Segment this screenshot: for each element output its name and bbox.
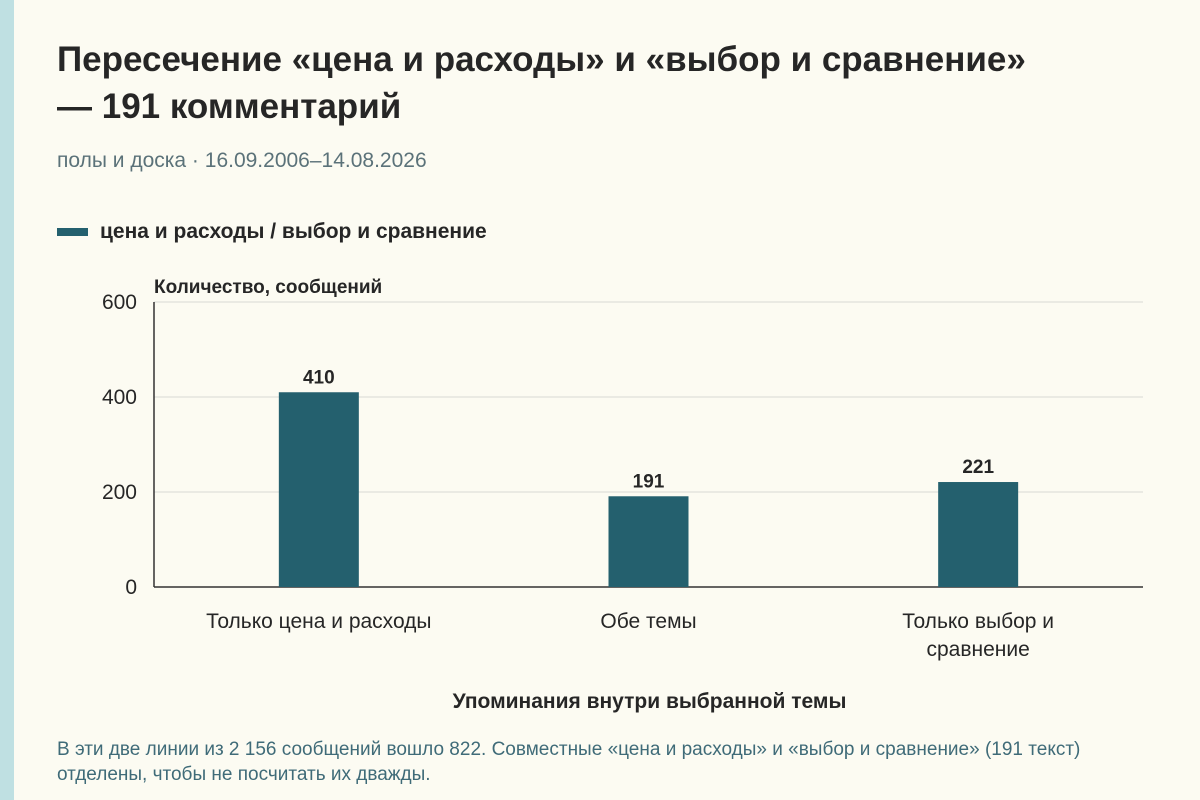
bar bbox=[938, 482, 1019, 587]
legend: цена и расходы / выбор и сравнение bbox=[57, 219, 487, 245]
bar-value-label: 191 bbox=[633, 471, 665, 492]
y-tick-label: 400 bbox=[102, 386, 137, 409]
bar bbox=[608, 496, 689, 587]
y-axis-title: Количество, сообщений bbox=[154, 277, 382, 298]
chart-subtitle: полы и доска · 16.09.2006–14.08.2026 bbox=[57, 149, 427, 172]
left-accent-stripe bbox=[0, 0, 14, 800]
bar bbox=[278, 392, 359, 587]
bar-value-label: 410 bbox=[303, 367, 335, 388]
legend-swatch bbox=[57, 228, 88, 236]
chart-footnote: В эти две линии из 2 156 сообщений вошло… bbox=[57, 739, 1081, 785]
x-category-label: Только выбор и сравнение bbox=[902, 610, 1054, 661]
x-axis-title: Упоминания внутри выбранной темы bbox=[453, 690, 847, 713]
x-category-label: Только цена и расходы bbox=[206, 610, 431, 633]
y-tick-label: 200 bbox=[102, 481, 137, 504]
legend-label: цена и расходы / выбор и сравнение bbox=[100, 220, 487, 243]
x-category-label: Обе темы bbox=[600, 610, 696, 633]
bar-value-label: 221 bbox=[962, 457, 994, 478]
y-tick-label: 600 bbox=[102, 291, 137, 314]
y-tick-label: 0 bbox=[125, 576, 137, 599]
chart-title: Пересечение «цена и расходы» и «выбор и … bbox=[57, 40, 1026, 126]
